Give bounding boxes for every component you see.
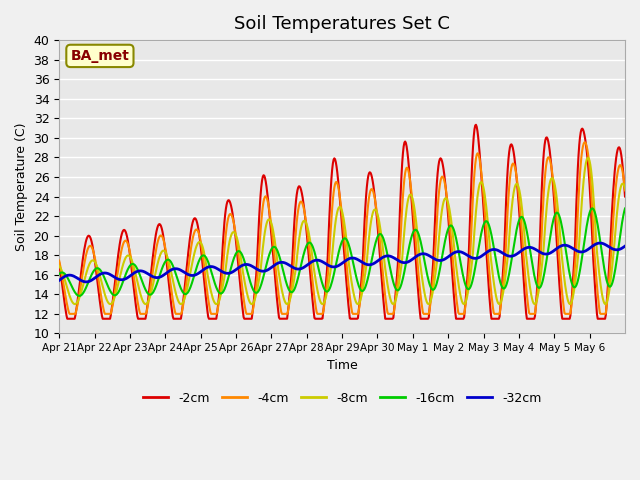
- -2cm: [255, 230, 262, 236]
- -2cm: [472, 122, 480, 128]
- -16cm: [227, 267, 234, 273]
- -16cm: [122, 270, 130, 276]
- -4cm: [227, 211, 234, 217]
- -8cm: [255, 281, 262, 287]
- -16cm: [401, 265, 409, 271]
- -16cm: [76, 293, 83, 299]
- -32cm: [83, 279, 90, 285]
- -32cm: [433, 257, 441, 263]
- -16cm: [589, 205, 596, 211]
- -16cm: [255, 288, 262, 294]
- -2cm: [122, 231, 130, 237]
- Line: -2cm: -2cm: [59, 125, 625, 319]
- -4cm: [66, 311, 74, 317]
- Line: -16cm: -16cm: [59, 208, 625, 296]
- Legend: -2cm, -4cm, -8cm, -16cm, -32cm: -2cm, -4cm, -8cm, -16cm, -32cm: [138, 386, 547, 409]
- -8cm: [55, 263, 63, 269]
- -8cm: [621, 185, 629, 191]
- -2cm: [276, 316, 284, 322]
- -16cm: [55, 271, 63, 277]
- -32cm: [55, 277, 63, 283]
- -2cm: [63, 316, 71, 322]
- -4cm: [433, 217, 441, 223]
- -8cm: [433, 260, 441, 265]
- -32cm: [276, 260, 284, 265]
- -32cm: [255, 267, 262, 273]
- -32cm: [401, 260, 409, 265]
- -32cm: [122, 276, 130, 281]
- Line: -8cm: -8cm: [59, 158, 625, 304]
- -2cm: [401, 139, 409, 144]
- -8cm: [248, 301, 255, 307]
- -2cm: [621, 193, 629, 199]
- X-axis label: Time: Time: [326, 359, 358, 372]
- -16cm: [433, 280, 441, 286]
- -4cm: [401, 170, 409, 176]
- -8cm: [122, 255, 129, 261]
- -16cm: [621, 205, 629, 211]
- -4cm: [255, 263, 262, 268]
- Text: BA_met: BA_met: [70, 49, 129, 63]
- -2cm: [227, 200, 234, 206]
- -4cm: [580, 140, 588, 145]
- Title: Soil Temperatures Set C: Soil Temperatures Set C: [234, 15, 450, 33]
- -32cm: [621, 243, 629, 249]
- -8cm: [401, 219, 409, 225]
- -32cm: [227, 270, 234, 276]
- -2cm: [55, 260, 63, 265]
- -2cm: [433, 180, 441, 186]
- Line: -4cm: -4cm: [59, 143, 625, 314]
- -4cm: [276, 300, 284, 306]
- -4cm: [621, 188, 629, 193]
- -4cm: [55, 258, 63, 264]
- -8cm: [584, 155, 592, 161]
- Y-axis label: Soil Temperature (C): Soil Temperature (C): [15, 122, 28, 251]
- -8cm: [276, 276, 284, 281]
- -8cm: [226, 239, 234, 244]
- -32cm: [596, 240, 604, 246]
- Line: -32cm: -32cm: [59, 243, 625, 282]
- -4cm: [122, 238, 130, 244]
- -16cm: [276, 255, 284, 261]
